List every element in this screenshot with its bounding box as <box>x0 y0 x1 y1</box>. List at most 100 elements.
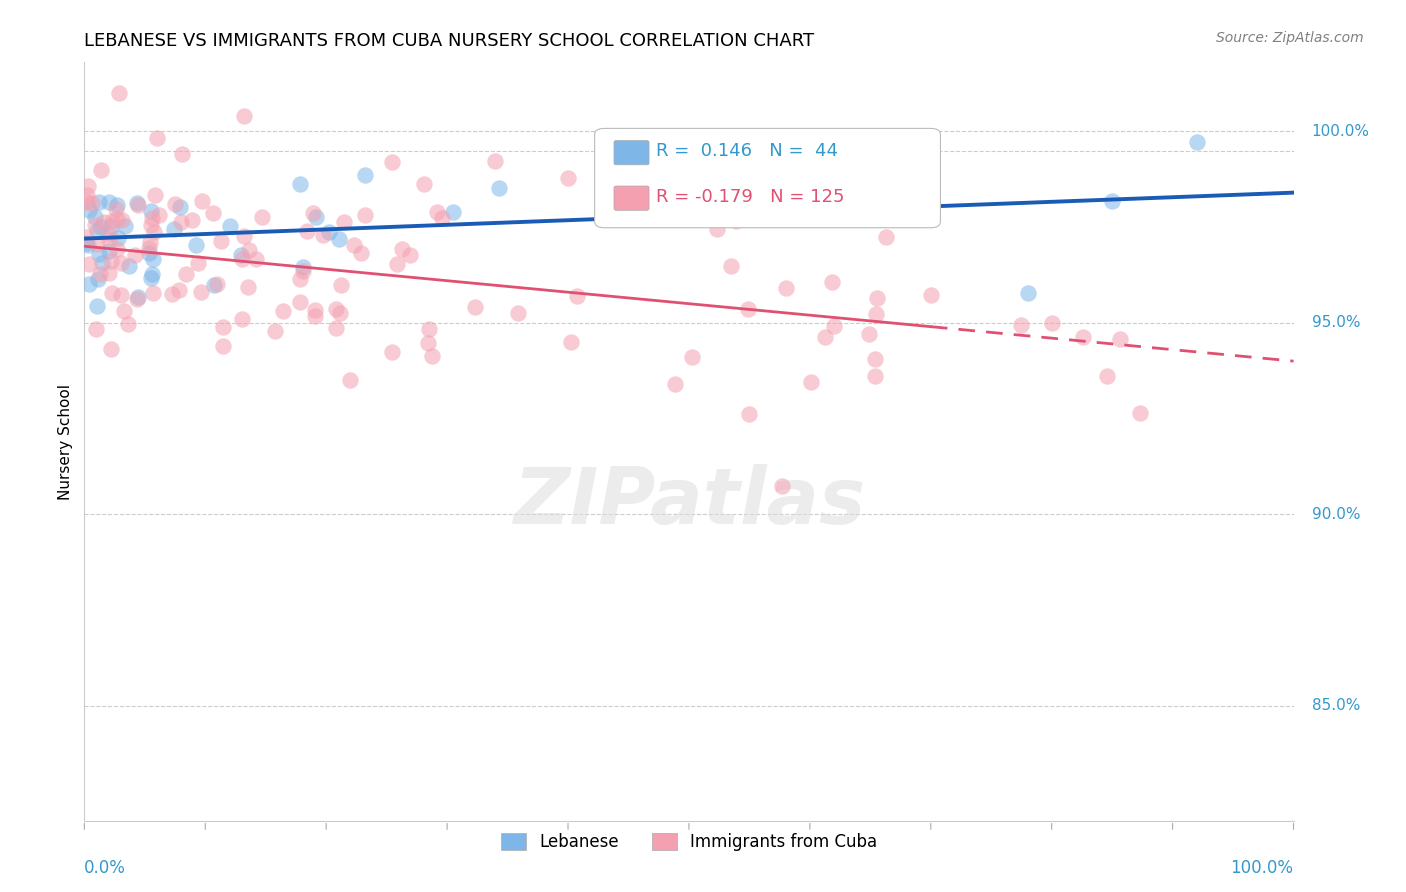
Point <box>105 211 128 226</box>
Text: LEBANESE VS IMMIGRANTS FROM CUBA NURSERY SCHOOL CORRELATION CHART: LEBANESE VS IMMIGRANTS FROM CUBA NURSERY… <box>84 32 814 50</box>
Point <box>325 301 347 316</box>
Legend: Lebanese, Immigrants from Cuba: Lebanese, Immigrants from Cuba <box>494 826 884 858</box>
Point <box>98 244 121 258</box>
Point <box>107 198 129 212</box>
Point <box>124 248 146 262</box>
Point <box>108 86 131 100</box>
Point <box>681 350 703 364</box>
Point <box>142 286 165 301</box>
Point <box>125 292 148 306</box>
Point <box>86 237 108 252</box>
Point <box>488 181 510 195</box>
Point <box>724 213 747 227</box>
Point <box>301 205 323 219</box>
Point <box>416 336 439 351</box>
Point <box>104 202 127 216</box>
Point <box>127 290 149 304</box>
Point <box>330 277 353 292</box>
Point <box>413 177 436 191</box>
Point <box>93 215 115 229</box>
Point <box>87 194 110 209</box>
Point <box>422 349 444 363</box>
Point <box>98 266 121 280</box>
Point <box>770 479 793 493</box>
Point <box>181 212 204 227</box>
Point <box>875 230 897 244</box>
Point <box>250 210 273 224</box>
Point <box>821 275 844 289</box>
Point <box>84 321 107 335</box>
Point <box>737 301 759 316</box>
Point <box>443 205 465 219</box>
Point <box>387 257 409 271</box>
Point <box>1017 286 1039 301</box>
Point <box>100 342 122 356</box>
Point <box>823 318 845 333</box>
Point <box>90 163 112 178</box>
Text: 90.0%: 90.0% <box>1312 507 1360 522</box>
Point <box>202 277 225 292</box>
Point <box>138 245 160 260</box>
Point <box>176 267 198 281</box>
Point <box>97 233 120 247</box>
Point <box>305 211 328 225</box>
Point <box>329 306 352 320</box>
Point <box>89 219 111 234</box>
Point <box>560 335 582 350</box>
Point <box>1108 331 1130 345</box>
Point <box>312 227 335 242</box>
Point <box>141 211 163 225</box>
Point <box>75 235 97 250</box>
Text: 100.0%: 100.0% <box>1230 859 1294 877</box>
Point <box>245 252 267 266</box>
Point <box>141 267 163 281</box>
Point <box>84 218 107 232</box>
Point <box>508 306 530 320</box>
Point <box>205 277 228 292</box>
Point <box>706 222 728 236</box>
Point <box>219 219 242 234</box>
Point <box>98 195 121 210</box>
Point <box>184 238 207 252</box>
Point <box>101 214 124 228</box>
Point <box>1101 194 1123 208</box>
Y-axis label: Nursery School: Nursery School <box>58 384 73 500</box>
Point <box>333 215 356 229</box>
Point <box>101 285 124 300</box>
Point <box>557 170 579 185</box>
Point <box>292 264 315 278</box>
Point <box>111 212 134 227</box>
Point <box>231 311 253 326</box>
Point <box>89 267 111 281</box>
Point <box>86 299 108 313</box>
Point <box>775 281 797 295</box>
Point <box>87 272 110 286</box>
Point <box>170 215 193 229</box>
FancyBboxPatch shape <box>595 128 941 227</box>
Point <box>191 194 214 208</box>
Point <box>76 195 98 210</box>
Point <box>800 375 823 389</box>
Point <box>167 283 190 297</box>
Point <box>77 277 100 292</box>
Point <box>381 345 404 359</box>
Text: R =  0.146   N =  44: R = 0.146 N = 44 <box>657 142 838 161</box>
Point <box>354 168 377 182</box>
Point <box>98 227 121 241</box>
Point <box>264 324 287 338</box>
Point <box>1185 136 1208 150</box>
Point <box>328 232 350 246</box>
Point <box>1071 330 1094 344</box>
Point <box>77 203 100 218</box>
Point <box>142 252 165 267</box>
Point <box>1097 368 1119 383</box>
Point <box>142 225 165 239</box>
Point <box>863 352 886 367</box>
Point <box>107 242 129 256</box>
Point <box>209 234 232 248</box>
Text: ZIPatlas: ZIPatlas <box>513 464 865 541</box>
Point <box>186 256 208 270</box>
Point <box>426 205 449 219</box>
Point <box>139 235 162 250</box>
Point <box>236 280 259 294</box>
